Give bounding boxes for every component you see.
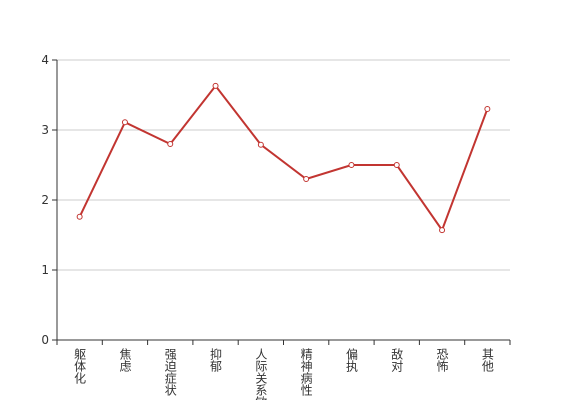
y-tick-label: 3 — [41, 123, 49, 137]
x-tick-label: 其他 — [480, 348, 494, 372]
point — [393, 162, 400, 168]
y-tick-label: 1 — [41, 263, 49, 277]
x-tick-label: 躯体化 — [73, 347, 87, 385]
y-tick-label: 2 — [41, 193, 49, 207]
point — [303, 176, 310, 182]
x-tick-label: 强迫症状 — [163, 348, 177, 396]
point — [484, 106, 491, 112]
x-tick-label: 恐怖 — [435, 348, 449, 372]
point — [348, 162, 355, 168]
point — [212, 82, 219, 89]
y-tick-label: 0 — [41, 333, 49, 347]
point — [439, 227, 446, 234]
y-tick-label: 4 — [41, 53, 49, 67]
x-tick-label: 人际关系敏感 — [254, 348, 268, 400]
x-tick-label: 焦虑 — [118, 348, 132, 372]
x-tick-label: 精神病性 — [299, 348, 313, 397]
point — [167, 141, 174, 147]
point — [76, 213, 83, 220]
x-tick-label: 抑郁 — [209, 347, 223, 373]
point — [121, 119, 128, 126]
x-tick-label: 敌对 — [390, 347, 404, 372]
point — [257, 141, 264, 148]
line — [78, 84, 489, 233]
x-tick-label: 偏执 — [344, 347, 358, 373]
